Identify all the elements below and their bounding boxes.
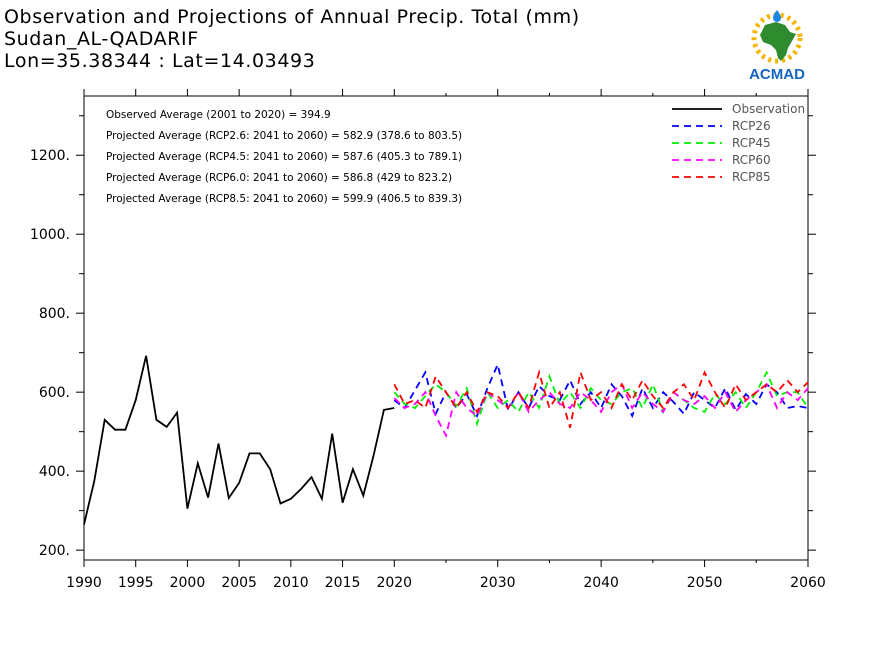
x-tick-label: 2040 [583, 575, 619, 591]
location-name: Sudan_AL-QADARIF [4, 28, 199, 50]
x-tick-label: 2020 [376, 575, 412, 591]
x-tick-label: 2050 [687, 575, 723, 591]
series-line-rcp45 [393, 370, 809, 427]
y-tick-label: 800. [39, 306, 70, 322]
annotation-5: Projected Average (RCP8.5: 2041 to 2060)… [106, 193, 462, 205]
legend-label-rcp45: RCP45 [732, 136, 771, 150]
y-tick-label: 600. [39, 385, 70, 401]
legend-label-rcp60: RCP60 [732, 153, 771, 167]
x-tick-label: 1990 [66, 575, 102, 591]
legend-label-rcp85: RCP85 [732, 170, 771, 184]
plot-frame [83, 95, 809, 561]
x-tick-label: 2005 [221, 575, 257, 591]
acmad-logo: ACMAD [738, 8, 816, 84]
x-tick-label: 1995 [118, 575, 154, 591]
y-tick-label: 200. [39, 543, 70, 559]
series-line-rcp60 [393, 382, 809, 439]
annotation-1: Observed Average (2001 to 2020) = 394.9 [106, 109, 331, 121]
x-tick-label: 2060 [790, 575, 826, 591]
logo-text: ACMAD [749, 66, 805, 83]
x-tick-label: 2000 [170, 575, 206, 591]
coordinates-label: Lon=35.38344 : Lat=14.03493 [4, 50, 316, 72]
y-tick-label: 1000. [30, 227, 70, 243]
y-tick-label: 1200. [30, 148, 70, 164]
africa-map-icon [760, 22, 796, 61]
chart-title-block: Observation and Projections of Annual Pr… [4, 6, 580, 72]
annotation-4: Projected Average (RCP6.0: 2041 to 2060)… [106, 172, 452, 184]
chart-title: Observation and Projections of Annual Pr… [4, 6, 580, 28]
x-tick-label: 2030 [480, 575, 516, 591]
legend-label-observation: Observation [732, 102, 805, 116]
africa-map-sun-drop-icon: ACMAD [749, 10, 805, 83]
annotation-2: Projected Average (RCP2.6: 2041 to 2060)… [106, 130, 462, 142]
series-line-rcp26 [393, 361, 809, 419]
series-line-rcp85 [393, 369, 809, 428]
legend-label-rcp26: RCP26 [732, 119, 771, 133]
water-drop-icon [773, 10, 781, 22]
x-tick-label: 2015 [325, 575, 361, 591]
x-tick-label: 2010 [273, 575, 309, 591]
annotation-3: Projected Average (RCP4.5: 2041 to 2060)… [106, 151, 462, 163]
y-tick-label: 400. [39, 464, 70, 480]
series-line-observation [83, 355, 395, 525]
